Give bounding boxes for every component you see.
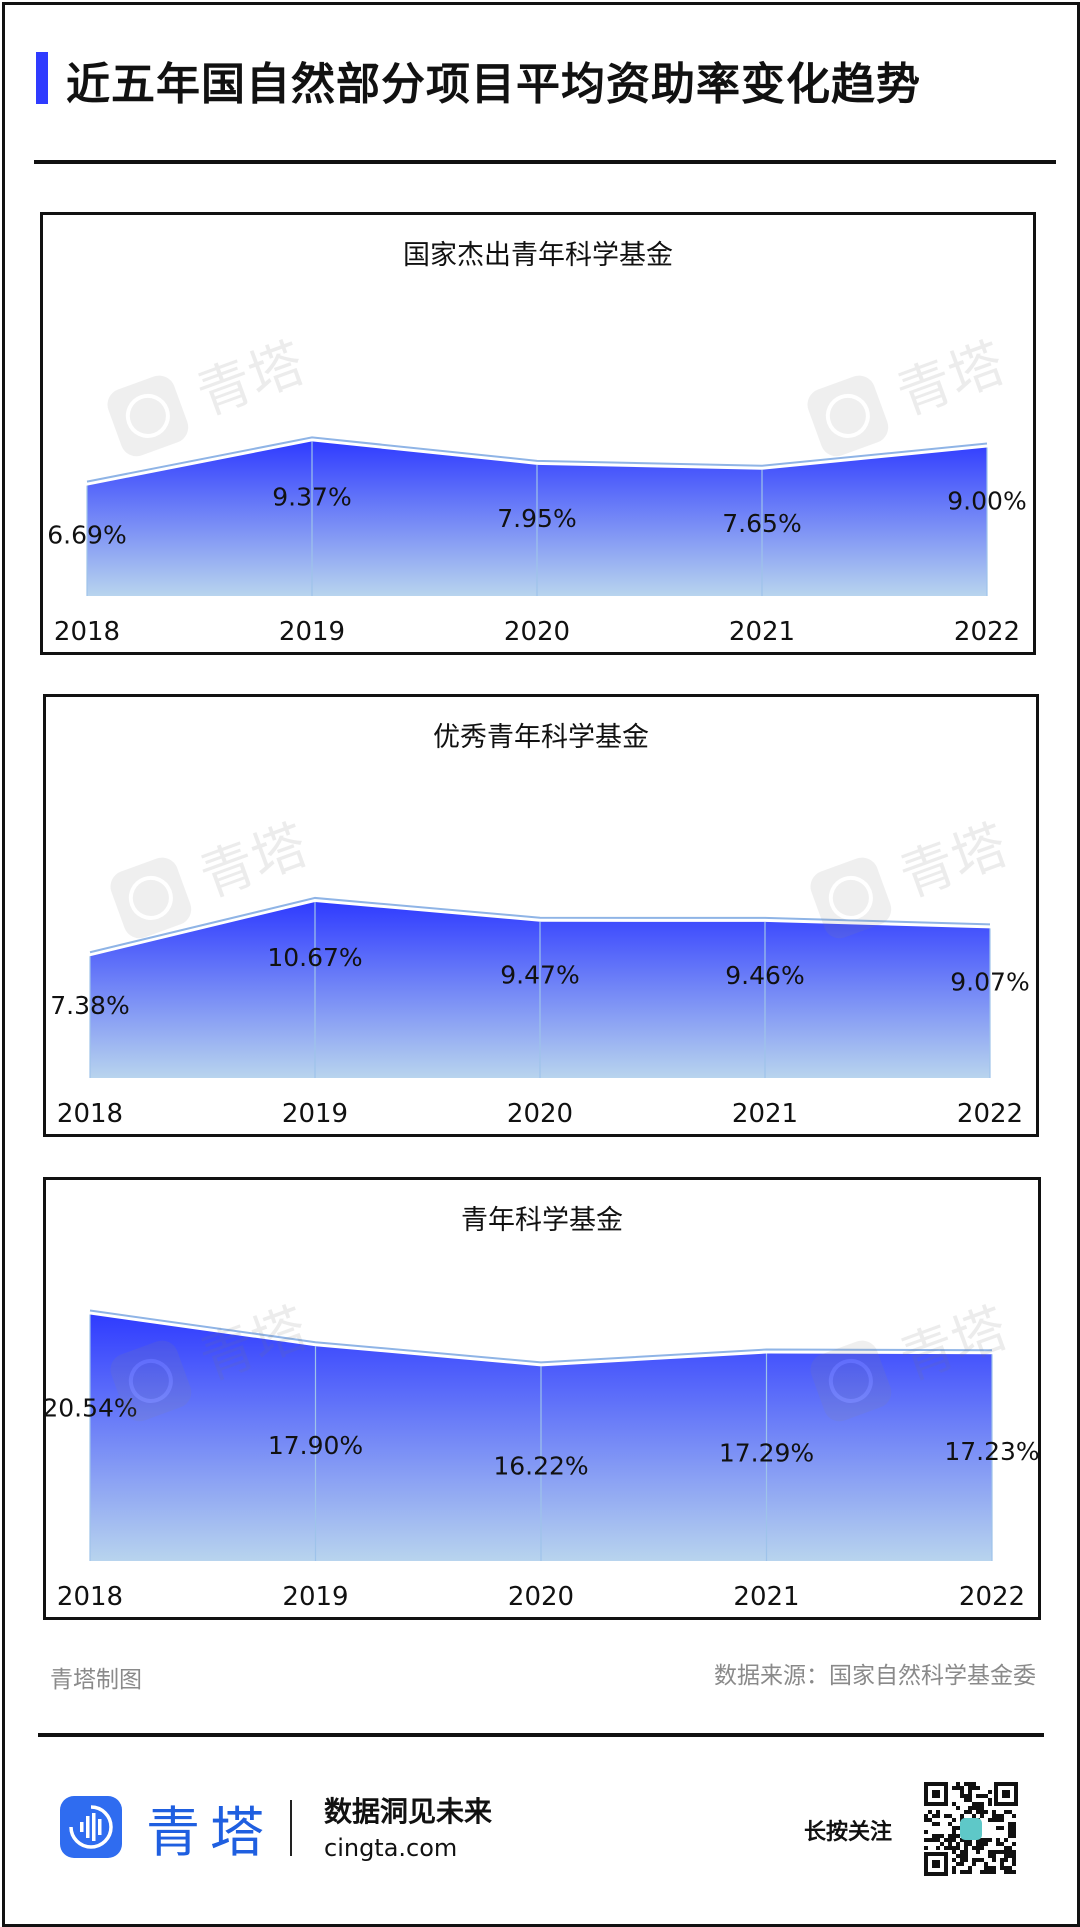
data-label: 7.95% <box>497 504 576 533</box>
chart-credit: 青塔制图 <box>50 1667 142 1693</box>
series-line <box>86 436 988 483</box>
x-tick-label: 2021 <box>733 1582 799 1612</box>
x-tick-label: 2019 <box>282 1582 348 1612</box>
data-label: 9.47% <box>500 961 579 990</box>
chart-panel-excellent-youth: 优秀青年科学基金 7.38% 2018 10.67% 2019 9.47% 2020 9.4… <box>43 694 1039 1137</box>
brand-website[interactable]: cingta.com <box>324 1834 458 1862</box>
svg-text:青塔: 青塔 <box>192 813 315 909</box>
data-label: 9.07% <box>950 967 1029 996</box>
title-accent-bar <box>36 52 48 104</box>
series-line <box>89 1309 993 1364</box>
x-tick-label: 2018 <box>57 1582 123 1612</box>
data-label: 9.37% <box>272 482 351 511</box>
watermark: 青塔 <box>107 331 312 457</box>
footer-divider <box>38 1733 1044 1737</box>
x-tick-label: 2022 <box>954 617 1020 647</box>
x-tick-label: 2020 <box>507 1099 573 1129</box>
data-label: 9.00% <box>947 487 1026 516</box>
page-title: 近五年国自然部分项目平均资助率变化趋势 <box>66 59 921 110</box>
x-tick-label: 2020 <box>504 617 570 647</box>
data-label: 6.69% <box>47 521 126 550</box>
qr-code-icon[interactable] <box>922 1780 1020 1878</box>
series-line <box>89 896 991 954</box>
x-tick-label: 2022 <box>959 1582 1025 1612</box>
data-label: 7.38% <box>50 991 129 1020</box>
svg-text:青塔: 青塔 <box>892 813 1015 909</box>
data-label: 17.29% <box>719 1439 814 1468</box>
svg-text:青塔: 青塔 <box>889 331 1012 427</box>
data-label: 9.46% <box>725 961 804 990</box>
chart-panel-outstanding-youth: 国家杰出青年科学基金 6.69% 2018 9.37% 2019 7.95% 2020 7.… <box>40 212 1036 655</box>
data-label: 7.65% <box>722 509 801 538</box>
title-divider <box>34 160 1056 164</box>
svg-text:青塔: 青塔 <box>189 331 312 427</box>
brand-slogan: 数据洞见未来 <box>324 1795 493 1828</box>
data-label: 16.22% <box>493 1451 588 1480</box>
x-tick-label: 2019 <box>279 617 345 647</box>
brand-name: 青塔 <box>146 1801 274 1864</box>
area-chart: 6.69% 2018 9.37% 2019 7.95% 2020 7.65% 2021 9.00… <box>47 331 1026 647</box>
chart-title: 青年科学基金 <box>461 1205 623 1236</box>
data-source: 数据来源：国家自然科学基金委 <box>714 1663 1036 1689</box>
x-tick-label: 2018 <box>54 617 120 647</box>
data-label: 20.54% <box>42 1394 137 1423</box>
chart-panel-young-scientists: 青年科学基金 20.54% 2018 17.90% 2019 16.22% 2020 17.… <box>42 1177 1041 1620</box>
x-tick-label: 2021 <box>729 617 795 647</box>
x-tick-label: 2021 <box>732 1099 798 1129</box>
x-tick-label: 2020 <box>508 1582 574 1612</box>
x-tick-label: 2018 <box>57 1099 123 1129</box>
data-label: 17.23% <box>944 1437 1039 1466</box>
data-label: 17.90% <box>268 1431 363 1460</box>
area-chart: 20.54% 2018 17.90% 2019 16.22% 2020 17.29% 2021… <box>42 1296 1039 1612</box>
brand-separator <box>290 1800 292 1856</box>
chart-title: 优秀青年科学基金 <box>433 722 649 753</box>
sound-wave-icon <box>60 1796 122 1858</box>
watermark: 青塔 <box>807 331 1012 457</box>
follow-label: 长按关注 <box>804 1820 893 1845</box>
area-chart: 7.38% 2018 10.67% 2019 9.47% 2020 9.46% 2021 9.0… <box>50 813 1029 1129</box>
data-label: 10.67% <box>267 943 362 972</box>
x-tick-label: 2022 <box>957 1099 1023 1129</box>
chart-title: 国家杰出青年科学基金 <box>403 240 673 271</box>
x-tick-label: 2019 <box>282 1099 348 1129</box>
